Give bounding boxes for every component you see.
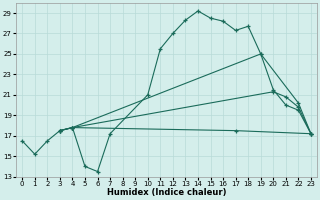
X-axis label: Humidex (Indice chaleur): Humidex (Indice chaleur) [107,188,226,197]
